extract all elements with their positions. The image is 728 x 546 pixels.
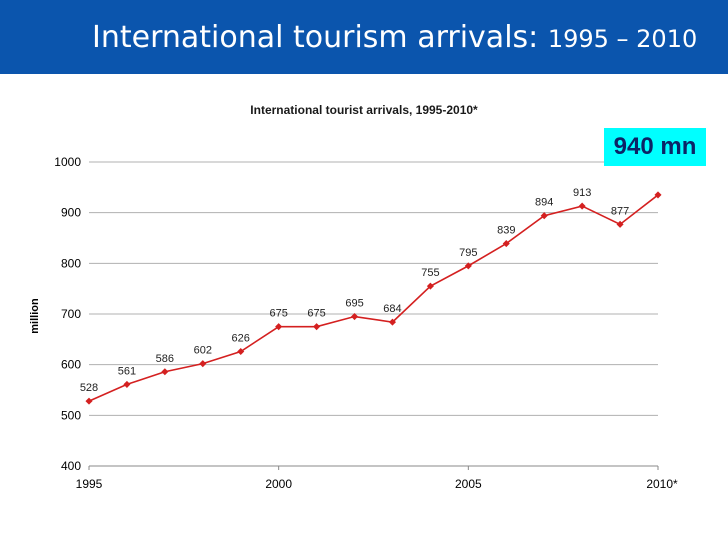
- data-label: 755: [421, 267, 439, 279]
- y-tick-label: 700: [61, 307, 81, 321]
- y-tick-label: 1000: [54, 155, 81, 169]
- data-point: [85, 397, 93, 405]
- data-point: [275, 323, 283, 331]
- data-point: [540, 212, 548, 220]
- data-point: [199, 360, 207, 368]
- y-tick-label: 800: [61, 256, 81, 270]
- x-tick-label: 2010*: [646, 477, 678, 491]
- x-tick-labels: 1995 2000 2005 2010*: [76, 466, 678, 491]
- data-label: 877: [611, 205, 629, 217]
- data-label: 586: [156, 353, 174, 365]
- data-label: 602: [194, 345, 212, 357]
- series-polyline: [88, 194, 659, 402]
- callout-badge: 940 mn: [604, 128, 706, 166]
- slide-title-years: 1995 – 2010: [547, 25, 698, 53]
- data-point: [161, 368, 169, 376]
- y-tick-labels: 400 500 600 700 800 900 1000: [54, 155, 81, 473]
- data-label: 695: [345, 298, 363, 310]
- gridlines: [89, 161, 658, 467]
- y-tick-label: 400: [61, 459, 81, 473]
- data-point: [464, 262, 472, 270]
- data-point: [313, 323, 321, 331]
- data-points: [85, 191, 662, 405]
- data-point: [616, 220, 624, 228]
- slide-title-main: International tourism arrivals:: [92, 20, 539, 55]
- data-label: 675: [269, 308, 287, 320]
- data-label: 561: [118, 365, 136, 377]
- y-tick-label: 600: [61, 358, 81, 372]
- data-labels: 528 561 586 602 626 675 675 695 684 755 795 839 894 9…: [80, 187, 629, 394]
- data-point: [388, 318, 397, 326]
- data-label: 675: [307, 308, 325, 320]
- series-line: [88, 194, 659, 402]
- x-tick-label: 2000: [265, 477, 292, 491]
- data-point: [426, 282, 434, 290]
- slide-header: International tourism arrivals: 1995 – 2…: [0, 0, 728, 74]
- data-point: [123, 380, 131, 388]
- data-point: [350, 312, 359, 321]
- data-label: 839: [497, 225, 515, 237]
- y-tick-label: 900: [61, 206, 81, 220]
- y-axis-label: million: [29, 298, 41, 334]
- data-label: 913: [573, 187, 591, 199]
- data-point: [578, 202, 586, 210]
- x-tick-label: 1995: [76, 477, 103, 491]
- x-tick-label: 2005: [455, 477, 482, 491]
- data-label: 894: [535, 197, 553, 209]
- data-label: 795: [459, 247, 477, 259]
- data-point: [502, 240, 510, 248]
- y-tick-label: 500: [61, 408, 81, 422]
- line-chart: International tourist arrivals, 1995-201…: [29, 103, 678, 491]
- data-point: [237, 347, 245, 356]
- chart-title: International tourist arrivals, 1995-201…: [250, 103, 478, 117]
- slide-title: International tourism arrivals: 1995 – 2…: [92, 20, 697, 55]
- data-label: 528: [80, 382, 98, 394]
- data-label: 684: [383, 303, 401, 315]
- data-point: [654, 191, 662, 199]
- data-label: 626: [232, 332, 250, 344]
